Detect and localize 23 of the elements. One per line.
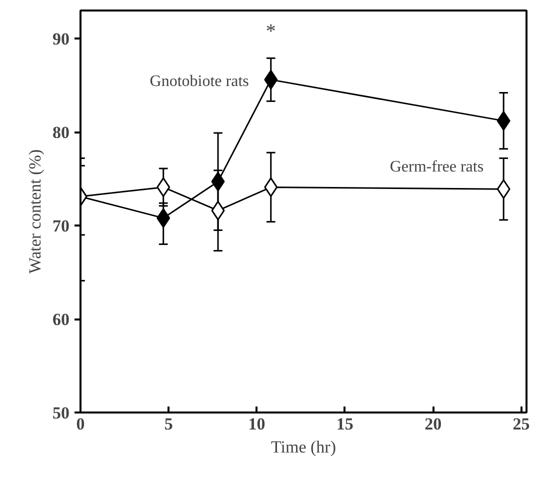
point <box>156 177 170 197</box>
point <box>264 70 278 90</box>
x-tick-label: 0 <box>76 414 85 434</box>
y-tick-label: 80 <box>52 123 70 142</box>
point <box>211 200 225 220</box>
y-tick-label: 90 <box>52 30 70 49</box>
series-label: Germ-free rats <box>390 158 484 176</box>
annotation: * <box>266 20 276 43</box>
point <box>496 179 510 199</box>
x-tick-label: 5 <box>164 414 173 434</box>
series-label: Gnotobiote rats <box>150 73 249 90</box>
x-axis-title: Time (hr) <box>270 438 336 456</box>
y-tick-label: 50 <box>52 404 70 422</box>
point <box>264 177 278 197</box>
y-tick-label: 60 <box>52 310 70 330</box>
x-tick-label: 15 <box>336 414 354 434</box>
x-tick-label: 20 <box>424 414 442 434</box>
point <box>496 111 510 131</box>
x-tick-label: 25 <box>512 414 530 434</box>
y-tick-label: 70 <box>52 216 70 236</box>
point <box>156 208 170 228</box>
x-tick-label: 10 <box>248 414 266 434</box>
y-axis-title: Water content (%) <box>26 149 44 274</box>
